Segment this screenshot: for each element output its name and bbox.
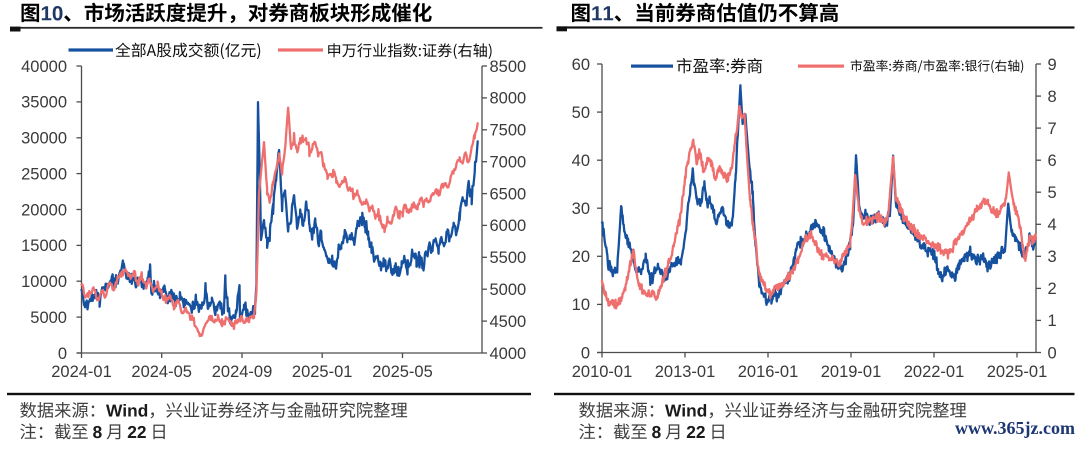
- svg-text:4: 4: [1048, 216, 1057, 234]
- svg-text:2025-01: 2025-01: [987, 363, 1048, 381]
- svg-text:15000: 15000: [21, 237, 67, 255]
- svg-text:0: 0: [58, 345, 67, 363]
- svg-text:7500: 7500: [490, 122, 527, 140]
- svg-text:50: 50: [572, 104, 590, 122]
- svg-text:5500: 5500: [490, 249, 527, 267]
- svg-text:20000: 20000: [21, 201, 67, 219]
- svg-text:5: 5: [1048, 184, 1057, 202]
- svg-text:2024-01: 2024-01: [51, 363, 112, 381]
- svg-text:60: 60: [572, 56, 590, 74]
- svg-text:8: 8: [1048, 88, 1057, 106]
- svg-text:2013-01: 2013-01: [655, 363, 716, 381]
- svg-text:3: 3: [1048, 248, 1057, 266]
- svg-text:0: 0: [581, 344, 590, 362]
- svg-text:4500: 4500: [490, 313, 527, 331]
- svg-text:40000: 40000: [21, 58, 67, 76]
- svg-text:6000: 6000: [490, 217, 527, 235]
- svg-text:35000: 35000: [21, 94, 67, 112]
- svg-text:1: 1: [1048, 312, 1057, 330]
- svg-text:7: 7: [1048, 120, 1057, 138]
- svg-text:2025-05: 2025-05: [372, 363, 433, 381]
- svg-text:5000: 5000: [30, 309, 67, 327]
- svg-text:2024-05: 2024-05: [131, 363, 192, 381]
- svg-text:10000: 10000: [21, 273, 67, 291]
- svg-text:2022-01: 2022-01: [904, 363, 965, 381]
- svg-text:2019-01: 2019-01: [821, 363, 882, 381]
- svg-text:8000: 8000: [490, 90, 527, 108]
- svg-text:5000: 5000: [490, 281, 527, 299]
- svg-text:www.365jz.com: www.365jz.com: [955, 418, 1075, 438]
- svg-text:2010-01: 2010-01: [572, 363, 633, 381]
- svg-text:2016-01: 2016-01: [738, 363, 799, 381]
- svg-text:6500: 6500: [490, 185, 527, 203]
- svg-text:30000: 30000: [21, 130, 67, 148]
- svg-text:10: 10: [572, 296, 590, 314]
- svg-text:40: 40: [572, 152, 590, 170]
- svg-text:25000: 25000: [21, 165, 67, 183]
- svg-text:6: 6: [1048, 152, 1057, 170]
- svg-text:30: 30: [572, 200, 590, 218]
- svg-text:2025-01: 2025-01: [292, 363, 353, 381]
- svg-text:2: 2: [1048, 280, 1057, 298]
- svg-text:7000: 7000: [490, 154, 527, 172]
- svg-text:0: 0: [1048, 344, 1057, 362]
- svg-text:4000: 4000: [490, 345, 527, 363]
- svg-text:2024-09: 2024-09: [212, 363, 273, 381]
- svg-text:20: 20: [572, 248, 590, 266]
- svg-text:8500: 8500: [490, 58, 527, 76]
- svg-text:9: 9: [1048, 56, 1057, 74]
